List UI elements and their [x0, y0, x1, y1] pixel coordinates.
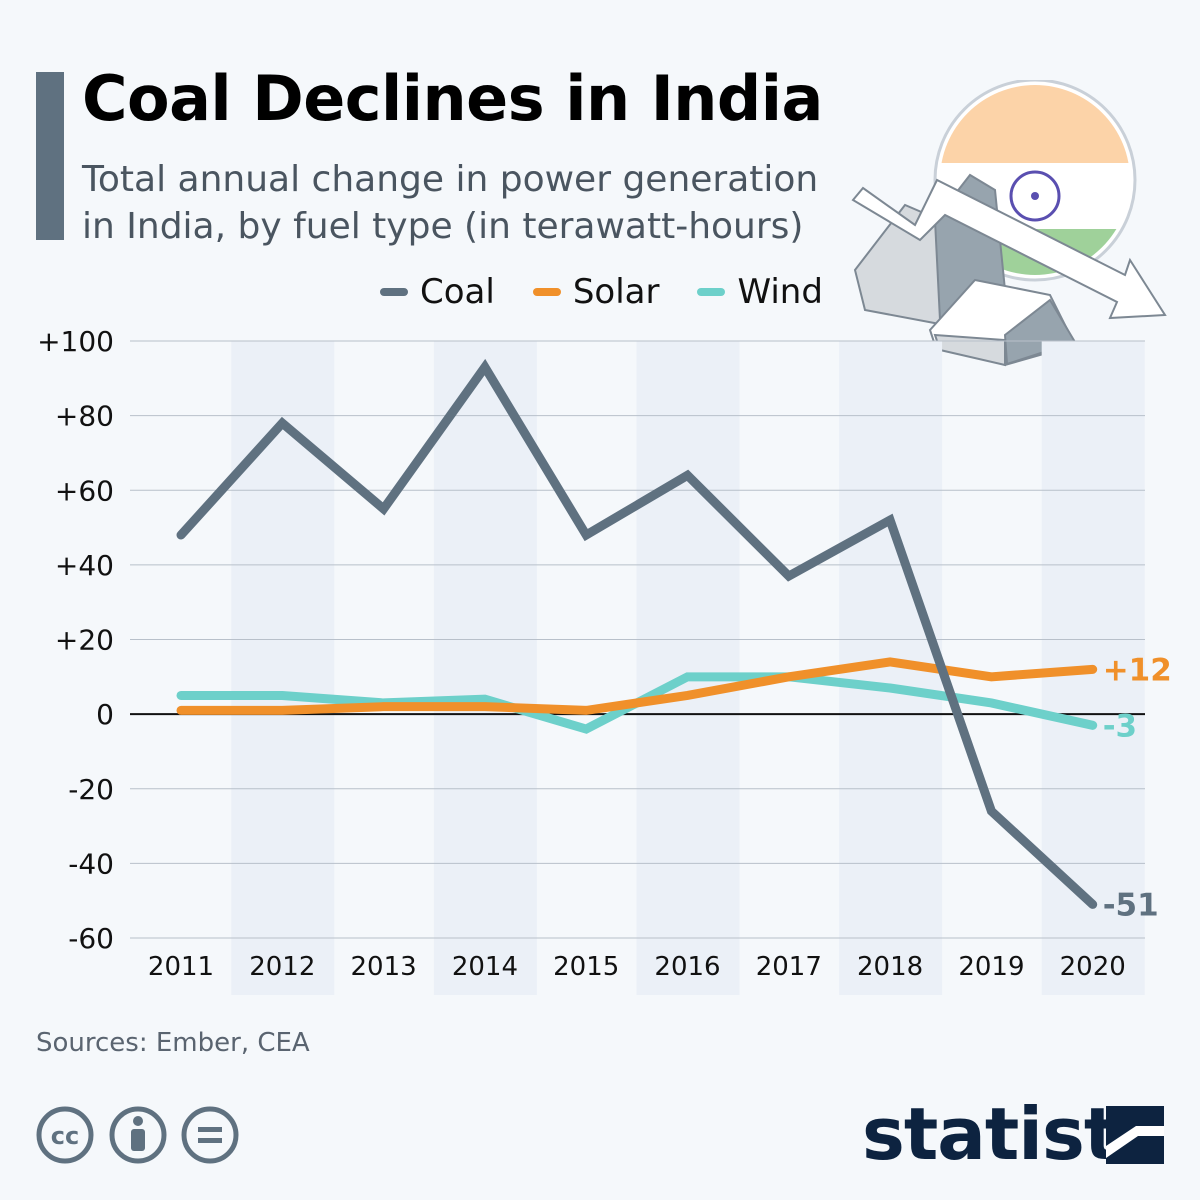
x-tick-label: 2016 [654, 952, 720, 982]
x-tick-label: 2019 [958, 952, 1024, 982]
license-icons: cc [36, 1106, 239, 1164]
svg-text:cc: cc [51, 1122, 79, 1150]
statista-logo-mark [1106, 1106, 1164, 1164]
legend-item-coal: Coal [380, 272, 495, 312]
legend-label: Solar [572, 272, 660, 312]
line-chart: +100 +80 +60 +40 +20 0 -20 -40 -60 2011 2012 2013 20… [37, 325, 1172, 995]
y-tick-label: +20 [55, 624, 114, 657]
y-tick-label: 0 [96, 698, 114, 731]
x-tick-label: 2020 [1060, 952, 1126, 982]
source-note: Sources: Ember, CEA [36, 1028, 310, 1058]
x-tick-label: 2011 [148, 952, 214, 982]
y-tick-label: -40 [68, 847, 114, 880]
x-tick-label: 2013 [351, 952, 417, 982]
column-band [636, 341, 740, 995]
attribution-icon [109, 1106, 167, 1164]
end-label-solar: +12 [1103, 652, 1172, 688]
column-band [231, 341, 335, 995]
series-line-coal [176, 358, 1098, 909]
no-derivatives-icon [181, 1106, 239, 1164]
end-label-wind: -3 [1103, 708, 1137, 744]
chart-subtitle: Total annual change in power generation … [82, 159, 819, 247]
legend-label: Wind [737, 272, 823, 312]
y-tick-label: +60 [55, 474, 114, 507]
y-tick-label: +100 [37, 325, 114, 358]
y-tick-label: +80 [55, 400, 114, 433]
column-band [433, 341, 537, 995]
cc-icon: cc [36, 1106, 94, 1164]
coal-swatch [380, 288, 408, 296]
end-label-coal: -51 [1103, 887, 1159, 923]
legend-label: Coal [420, 272, 495, 312]
y-tick-label: +40 [55, 549, 114, 582]
accent-bar [36, 72, 64, 240]
solar-swatch [532, 288, 561, 296]
legend: Coal Solar Wind [380, 272, 823, 312]
x-tick-label: 2017 [756, 952, 822, 982]
x-tick-label: 2015 [553, 952, 619, 982]
y-tick-label: -60 [68, 922, 114, 955]
x-tick-label: 2018 [857, 952, 923, 982]
x-tick-label: 2012 [249, 952, 315, 982]
wind-swatch [697, 288, 726, 296]
x-tick-label: 2014 [452, 952, 518, 982]
india-coal-illustration [851, 80, 1167, 367]
legend-item-solar: Solar [532, 272, 660, 312]
y-tick-label: -20 [68, 773, 114, 806]
legend-item-wind: Wind [697, 272, 823, 312]
chart-title: Coal Declines in India [82, 62, 823, 135]
